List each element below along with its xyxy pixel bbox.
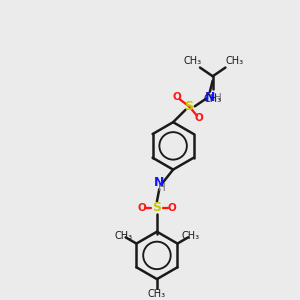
Text: S: S xyxy=(152,201,161,214)
Text: O: O xyxy=(195,113,203,123)
Text: CH₃: CH₃ xyxy=(183,56,202,66)
Text: CH₃: CH₃ xyxy=(148,290,166,299)
Text: N: N xyxy=(205,91,215,103)
Text: H: H xyxy=(158,183,165,194)
Text: CH₃: CH₃ xyxy=(225,56,243,66)
Text: CH₃: CH₃ xyxy=(204,94,222,104)
Text: O: O xyxy=(168,203,176,213)
Text: CH₃: CH₃ xyxy=(114,231,132,241)
Text: CH₃: CH₃ xyxy=(182,231,200,241)
Text: O: O xyxy=(137,203,146,213)
Text: N: N xyxy=(154,176,164,189)
Text: S: S xyxy=(184,100,194,113)
Text: O: O xyxy=(172,92,181,102)
Text: H: H xyxy=(214,94,222,103)
